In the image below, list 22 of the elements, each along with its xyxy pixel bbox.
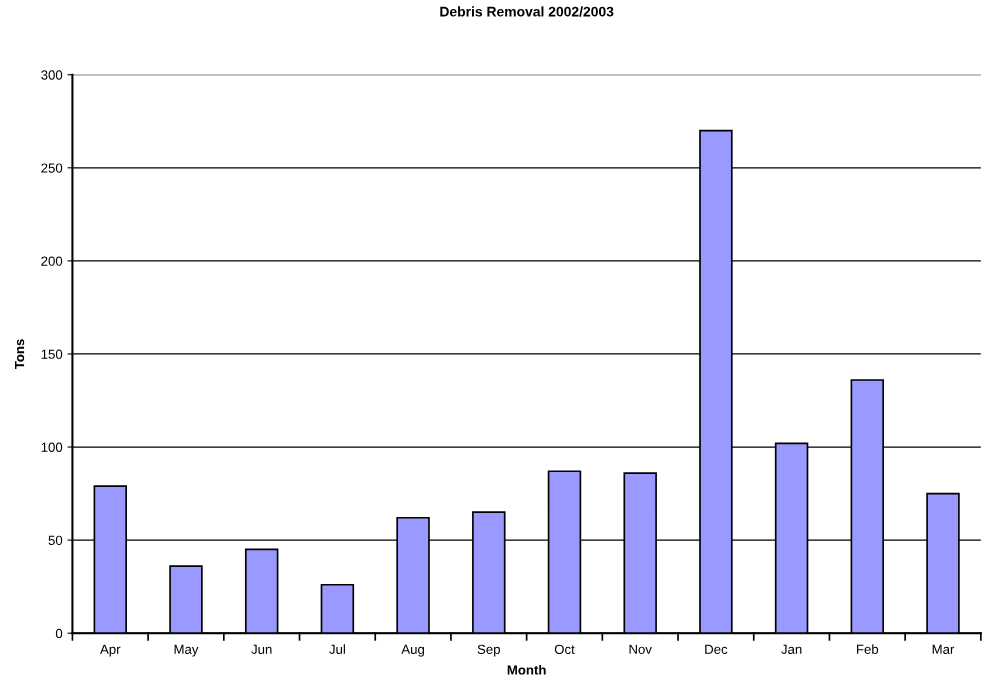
chart-title: Debris Removal 2002/2003 — [440, 6, 614, 17]
x-tick-label: Jun — [251, 644, 272, 654]
x-tick-label: Oct — [554, 644, 575, 654]
x-tick-label: Dec — [705, 644, 728, 654]
x-tick-label: Mar — [932, 644, 955, 654]
x-axis-title: Month — [507, 664, 546, 675]
y-tick-label: 200 — [41, 256, 63, 266]
x-tick-label: Jan — [781, 644, 802, 654]
y-tick-label: 300 — [41, 70, 63, 80]
x-tick-label: Jul — [329, 644, 345, 654]
x-tick-label: May — [174, 644, 199, 657]
x-tick-label: Sep — [477, 644, 500, 657]
y-tick-label: 150 — [41, 349, 63, 359]
y-tick-label: 0 — [55, 628, 63, 639]
y-axis-title: Tons — [14, 339, 25, 370]
x-tick-label: Aug — [401, 644, 424, 657]
x-tick-label: Apr — [100, 644, 121, 657]
x-tick-label: Nov — [629, 644, 652, 654]
y-tick-label: 250 — [41, 163, 63, 173]
y-tick-label: 50 — [48, 535, 63, 546]
y-tick-label: 100 — [41, 442, 63, 452]
x-tick-label: Feb — [857, 644, 879, 654]
